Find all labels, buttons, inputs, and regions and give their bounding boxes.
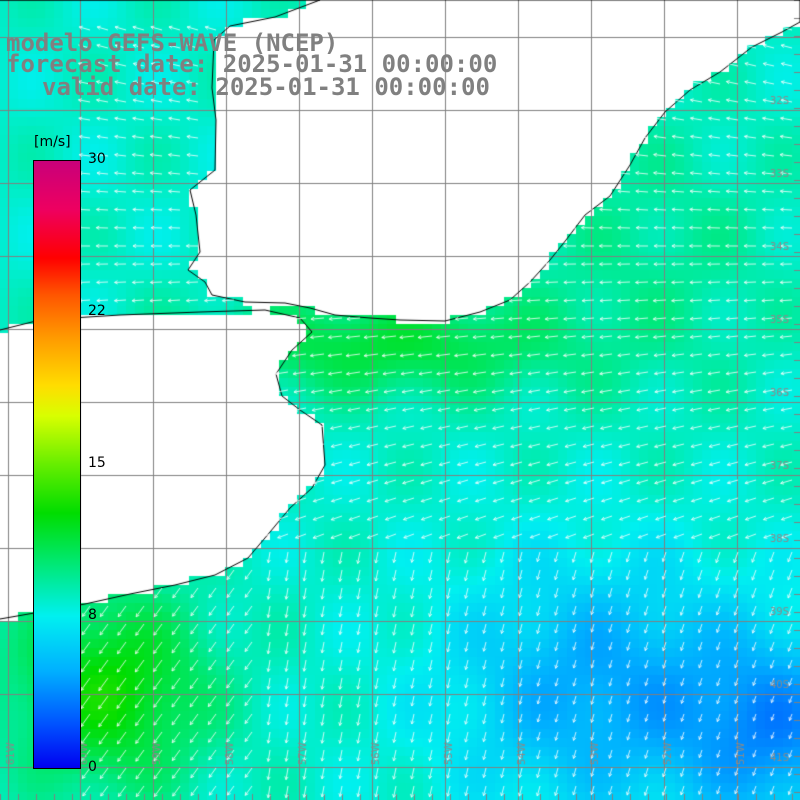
model-title: modelo GEFS-WAVE (NCEP) — [6, 29, 339, 57]
valid-date: valid date: 2025-01-31 00:00:00 — [42, 73, 490, 101]
colorbar-tick-30: 30 — [88, 151, 106, 167]
forecast-date: forecast date: 2025-01-31 00:00:00 — [6, 50, 498, 78]
colorbar-tick-8: 8 — [88, 607, 97, 623]
colorbar — [33, 160, 81, 769]
colorbar-tick-0: 0 — [88, 759, 97, 775]
colorbar-tick-22: 22 — [88, 303, 106, 319]
colorbar-unit: [m/s] — [34, 134, 71, 150]
colorbar-tick-15: 15 — [88, 455, 106, 471]
